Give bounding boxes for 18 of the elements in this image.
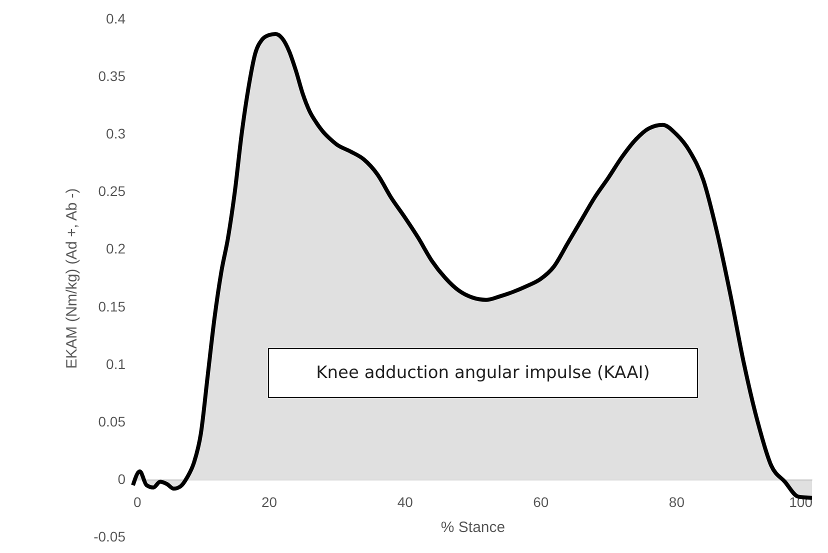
x-tick-label: 0 (134, 494, 142, 510)
y-tick-label: 0.2 (106, 240, 126, 257)
y-axis-title: EKAM (Nm/kg) (Ad +, Ab -) (64, 188, 81, 369)
y-tick-label: 0.4 (106, 10, 126, 26)
y-tick-label: -0.05 (94, 528, 126, 544)
y-tick-label: 0.1 (106, 356, 126, 372)
x-axis-title: % Stance (440, 518, 506, 536)
y-tick-label: 0.15 (98, 298, 126, 314)
y-tick-label: 0.05 (98, 413, 126, 430)
x-tick-label: 60 (533, 494, 549, 510)
note-box: Knee adduction angular impulse (KAAI) (268, 348, 698, 398)
x-tick-label: 20 (262, 494, 278, 510)
y-tick-label: 0.35 (98, 68, 126, 84)
y-tick-label: 0.25 (98, 183, 126, 200)
y-tick-label: 0 (118, 470, 126, 487)
x-tick-label: 40 (397, 494, 414, 510)
x-tick-label: 80 (668, 494, 685, 510)
y-tick-label: 0.3 (106, 126, 126, 142)
